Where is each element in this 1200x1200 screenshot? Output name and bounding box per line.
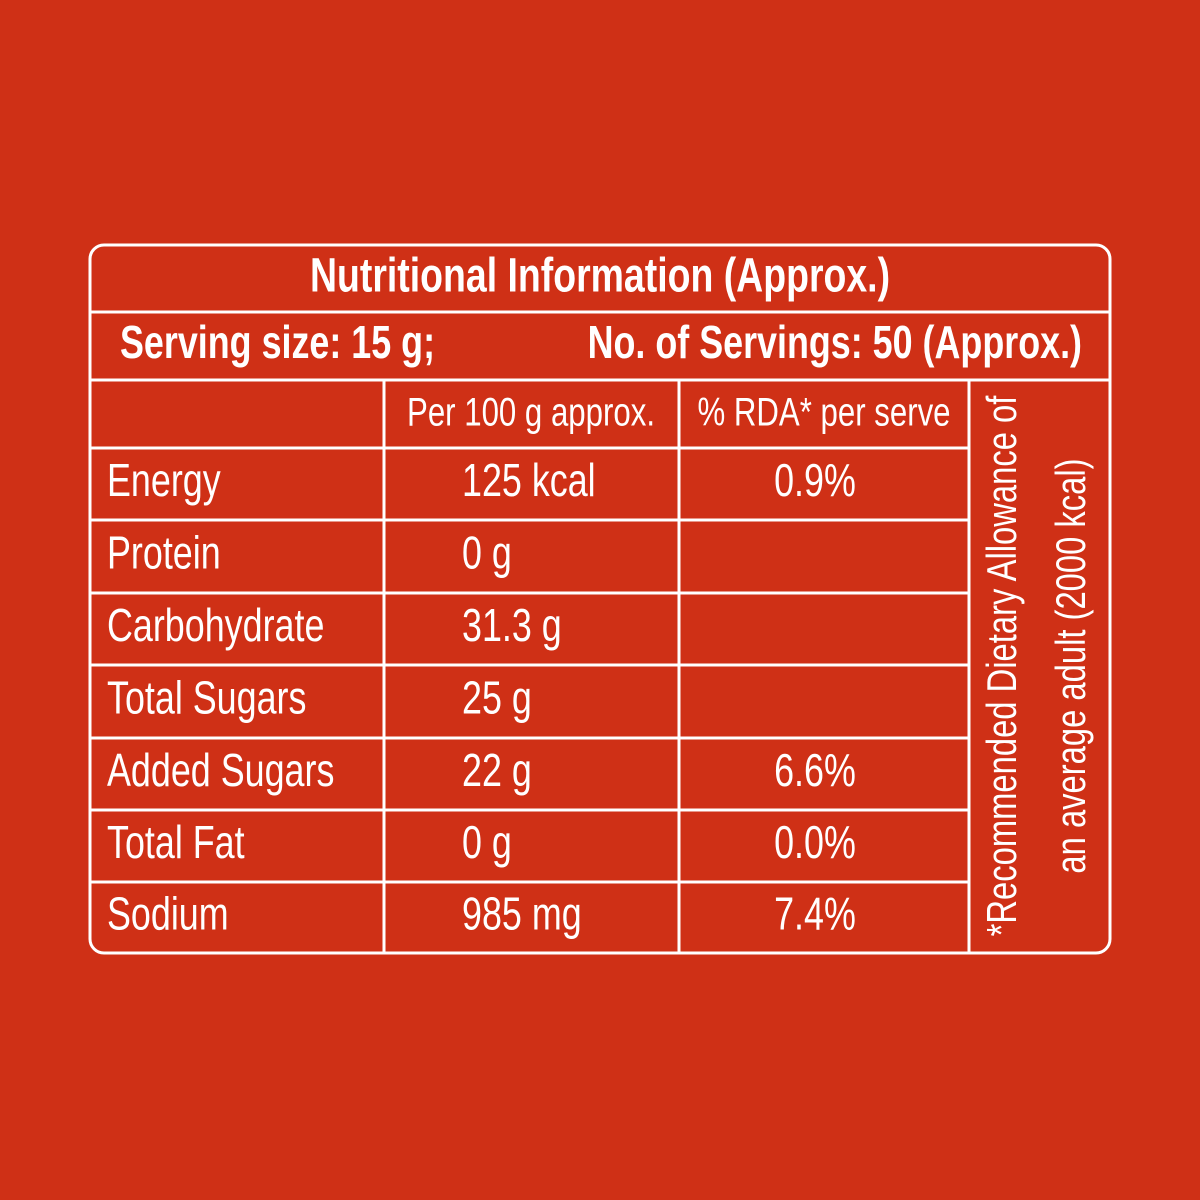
nutrient: Protein [107,527,221,578]
amount: 22 g [462,745,532,796]
footnote: *Recommended Dietary Allowance of [978,395,1025,936]
serving-size: Serving size: 15 g; [120,317,435,368]
column-header: Per 100 g approx. [407,390,655,435]
rda: 0.0% [774,817,856,868]
rda: 6.6% [774,745,856,796]
rda: 7.4% [774,888,856,939]
rda: 0.9% [774,455,856,506]
title: Nutritional Information (Approx.) [310,249,890,303]
amount: 25 g [462,672,532,723]
serving-count: No. of Servings: 50 (Approx.) [588,317,1082,368]
amount: 0 g [462,817,512,868]
amount: 31.3 g [462,600,562,651]
nutrient: Sodium [107,888,229,939]
table-frame [88,243,1112,955]
nutrient: Added Sugars [107,745,334,796]
column-header: % RDA* per serve [697,390,950,435]
amount: 985 mg [462,888,582,939]
amount: 0 g [462,527,512,578]
nutrient: Carbohydrate [107,600,324,651]
footnote: an average adult (2000 kcal) [1047,458,1094,873]
amount: 125 kcal [462,455,596,506]
nutrient: Energy [107,455,221,506]
nutrient: Total Sugars [107,672,306,723]
nutrient: Total Fat [107,817,245,868]
